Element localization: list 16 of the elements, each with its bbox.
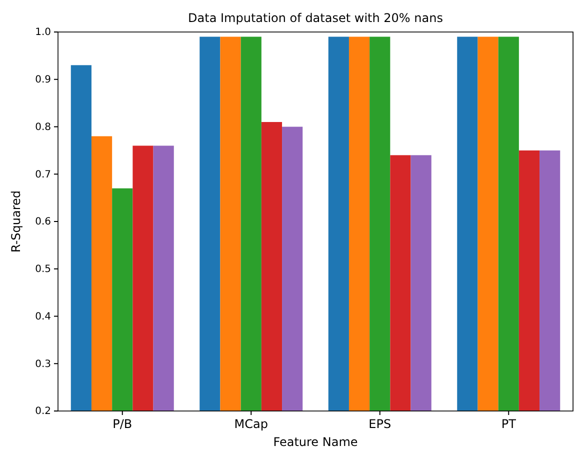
chart-title: Data Imputation of dataset with 20% nans (188, 11, 443, 25)
x-tick-label: P/B (112, 417, 132, 431)
y-tick-label: 0.4 (35, 311, 51, 322)
y-tick-label: 1.0 (35, 27, 51, 38)
x-tick-label: MCap (234, 417, 268, 431)
y-tick-label: 0.8 (35, 122, 51, 133)
y-tick-label: 0.7 (35, 169, 51, 180)
x-tick-label: PT (501, 417, 517, 431)
y-tick-label: 0.3 (35, 358, 51, 370)
y-tick-label: 0.9 (35, 74, 51, 86)
y-tick-label: 0.6 (35, 216, 51, 228)
x-axis-title: Feature Name (273, 435, 358, 449)
y-tick-label: 0.2 (35, 406, 51, 418)
x-tick-label: EPS (368, 417, 392, 431)
y-tick-label: 0.5 (35, 264, 51, 276)
y-axis-title: R-Squared (9, 190, 23, 253)
